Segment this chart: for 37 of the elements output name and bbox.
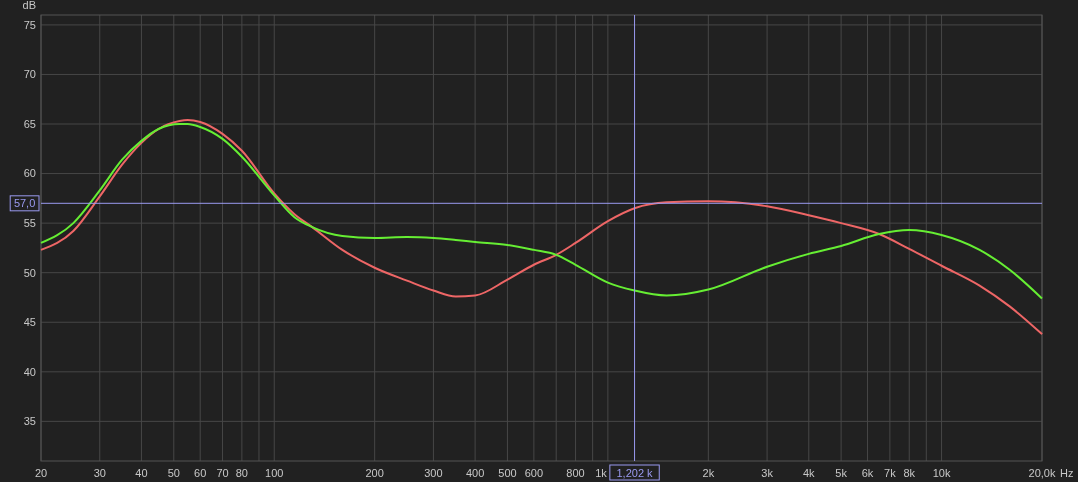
x-tick-label: 6k: [861, 467, 874, 479]
ref-line-label: 57,0: [13, 197, 36, 210]
x-tick-label: 5k: [835, 467, 848, 479]
x-tick-label: 2k: [702, 467, 715, 479]
y-tick-label: 65: [23, 117, 36, 130]
x-tick-label: 70: [216, 467, 229, 479]
y-tick-label: 50: [23, 266, 36, 279]
x-tick-label: 4k: [802, 467, 816, 479]
x-tick-label: 400: [465, 467, 485, 479]
y-tick-label: 45: [23, 316, 36, 329]
ref-line-label: 1,202 k: [616, 467, 654, 479]
x-tick-label: 1k: [595, 467, 608, 479]
x-tick-label: 600: [524, 467, 544, 479]
x-tick-label: 30: [93, 467, 106, 479]
y-tick-label: 40: [23, 365, 36, 378]
x-tick-label: 20: [34, 467, 48, 479]
x-tick-label: 200: [365, 467, 384, 479]
x-tick-label: 500: [498, 467, 517, 479]
x-tick-label: 100: [265, 467, 284, 479]
y-tick-label: 55: [23, 216, 36, 229]
x-tick-label: 20,0k: [1028, 467, 1056, 479]
y-axis-title: dB: [22, 0, 36, 11]
x-tick-label: 8k: [903, 467, 916, 479]
y-tick-label: 60: [23, 167, 36, 180]
y-tick-label: 70: [23, 68, 36, 81]
y-tick-label: 75: [23, 18, 36, 31]
x-tick-label: 50: [167, 467, 180, 479]
x-tick-label: 300: [424, 467, 443, 479]
x-tick-label: 3k: [761, 467, 774, 479]
x-tick-label: 80: [235, 467, 249, 479]
x-tick-label: 800: [566, 467, 585, 479]
x-tick-label: 40: [135, 467, 148, 479]
x-tick-label: 7k: [884, 467, 897, 479]
y-tick-label: 35: [23, 415, 36, 428]
x-tick-label: 10k: [932, 467, 951, 479]
x-tick-label: 60: [194, 467, 207, 479]
x-axis-title: Hz: [1060, 467, 1074, 479]
